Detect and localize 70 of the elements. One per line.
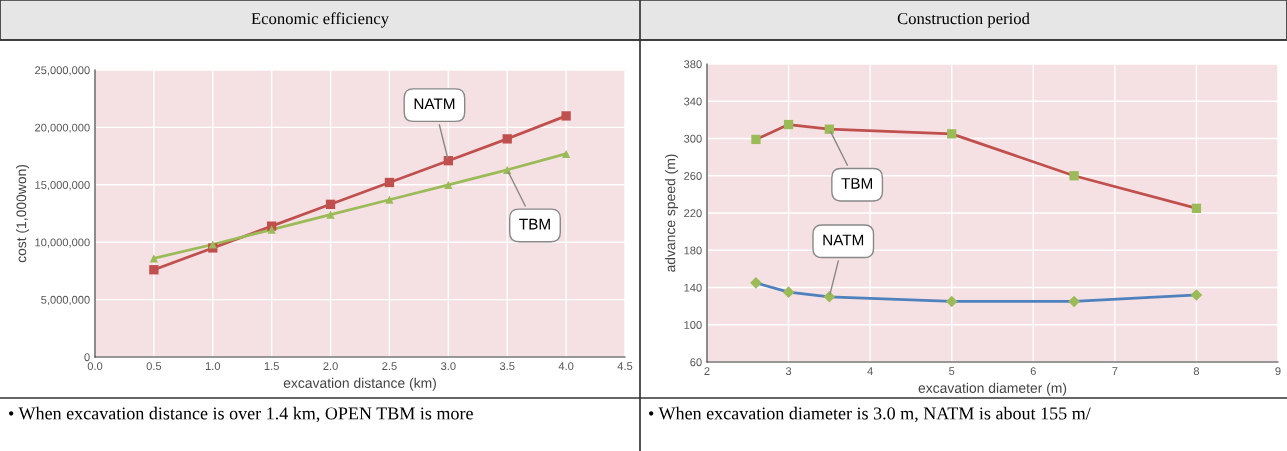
point (751, 134, 761, 145)
point (444, 180, 453, 189)
x-tick-label: 3.0 (441, 362, 456, 371)
x-tick-label: 4.5 (617, 362, 633, 371)
y-tick-label: 10,000,000 (35, 238, 90, 248)
point (149, 254, 158, 263)
point (326, 210, 335, 219)
y-tick-label: 60 (690, 358, 702, 367)
point (947, 129, 957, 139)
y-axis-title: advance speed (m) (665, 154, 679, 272)
point (823, 291, 836, 303)
x-tick-label: 2 (704, 367, 710, 375)
y-tick-label: 15,000,000 (35, 181, 90, 191)
x-tick-label: 2.5 (382, 362, 397, 371)
point (502, 134, 512, 144)
text: TBM (519, 218, 550, 230)
text: TBM (841, 178, 873, 189)
y-tick-label: 100 (684, 321, 702, 329)
point (1069, 171, 1079, 181)
x-tick-label: 3.5 (499, 362, 515, 371)
y-tick-label: 300 (684, 134, 702, 143)
x-tick-label: 1.5 (264, 362, 279, 371)
text: NATM (823, 234, 864, 246)
point (1191, 203, 1202, 213)
chart-title: Economic efficiency (251, 12, 389, 28)
point (562, 149, 571, 158)
x-axis-title: excavation distance (km) (283, 377, 436, 391)
x-tick-label: 9 (1275, 367, 1281, 376)
x-tick-label: 2.0 (323, 362, 338, 371)
x-axis-title: excavation diameter (m) (918, 382, 1067, 396)
x-tick-label: 5 (949, 367, 955, 376)
point (149, 265, 159, 275)
x-tick-label: 7 (1112, 367, 1118, 375)
x-tick-label: 1.0 (205, 362, 221, 371)
chart-title: Construction period (897, 12, 1030, 28)
point (1068, 295, 1080, 308)
x-tick-label: 0.5 (146, 362, 162, 371)
text: • When excavation distance is over 1.4 km, OPEN TBM is more (9, 406, 473, 423)
text: • When excavation diameter is 3.0 m, NATM is about 155 m/ (649, 406, 1091, 423)
y-axis-title: cost (1,000won) (16, 164, 29, 263)
y-tick-label: 5,000,000 (41, 295, 90, 306)
point (267, 225, 276, 234)
point (385, 195, 394, 204)
y-tick-label: 25,000,000 (35, 66, 90, 76)
point (782, 286, 795, 298)
x-tick-label: 3 (785, 367, 792, 376)
x-tick-label: 4 (867, 367, 873, 375)
y-tick-label: 380 (684, 60, 702, 69)
text: NATM (414, 98, 455, 110)
y-tick-label: 340 (684, 97, 702, 106)
x-tick-label: 6 (1030, 367, 1036, 376)
point (325, 199, 336, 209)
point (561, 111, 571, 121)
y-tick-label: 140 (684, 283, 702, 292)
point (443, 156, 453, 166)
point (208, 240, 217, 249)
point (783, 119, 794, 130)
y-tick-label: 20,000,000 (35, 123, 90, 133)
x-tick-label: 8 (1193, 367, 1200, 376)
y-tick-label: 0 (84, 353, 90, 362)
point (1190, 289, 1203, 301)
point (503, 165, 512, 174)
point (384, 177, 395, 188)
x-tick-label: 0.0 (87, 362, 103, 371)
y-tick-label: 180 (684, 246, 702, 255)
point (750, 277, 762, 289)
point (945, 295, 958, 308)
y-tick-label: 220 (684, 209, 702, 218)
y-tick-label: 260 (684, 172, 702, 180)
x-tick-label: 4.0 (558, 362, 574, 371)
